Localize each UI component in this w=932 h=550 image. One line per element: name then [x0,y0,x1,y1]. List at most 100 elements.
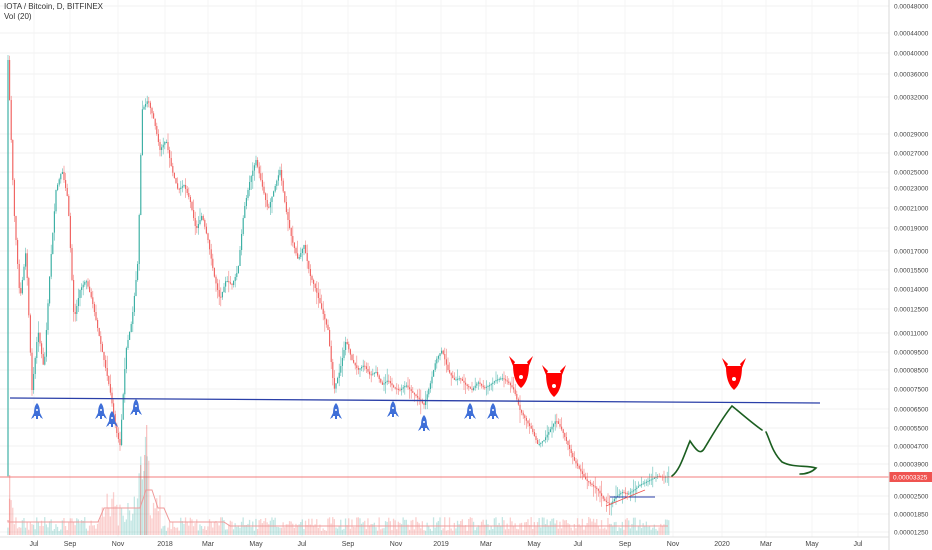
volume-bar [276,526,278,535]
volume-bar [200,526,203,535]
volume-bar [370,524,372,535]
volume-bar [180,517,182,535]
candle-body [68,196,70,216]
volume-bar [188,525,190,535]
volume-bar [383,528,385,535]
volume-bar [335,527,337,535]
volume-bar [396,529,398,535]
volume-bar [250,527,252,535]
rocket-up-icon [130,399,142,415]
volume-spike [146,425,148,535]
volume-bar [592,518,595,535]
volume-bar [293,527,295,535]
candle-body [92,297,94,304]
volume-bar [15,517,17,535]
candle-body [425,399,427,405]
candle-body [167,142,169,150]
candle-body [524,415,526,418]
candle-body [577,463,579,466]
volume-bar [373,522,375,535]
candle-body [458,378,460,380]
candle-body [354,362,356,366]
volume-bar [93,525,95,535]
volume-bar [620,528,622,535]
candle-body [188,193,190,197]
candle-body [429,383,431,389]
volume-bar [301,519,303,535]
volume-bar [343,528,345,535]
volume-bar [162,526,164,535]
volume-bar [317,527,319,535]
volume-bar [223,520,225,535]
volume-bar [61,520,63,535]
candle-body [405,385,407,387]
volume-bar [205,530,207,535]
rocket-up-icon [487,403,499,419]
x-tick-label: May [527,541,541,548]
grid [0,0,889,537]
candle-body [172,166,174,173]
y-tick-label: 0.00023000 [894,186,929,193]
y-tick-label: 0.00002500 [894,494,929,501]
y-tick-label: 0.00044000 [894,31,929,38]
volume-bar [269,520,271,535]
candle-body [564,433,566,437]
volume-bar [359,518,361,535]
volume-bar [572,530,574,535]
volume-bar [80,520,83,535]
candle-body [77,298,79,306]
volume-bar [183,523,185,535]
volume-bar [29,521,31,535]
candle-body [418,397,420,400]
candles [7,55,670,516]
volume-bar [642,523,644,535]
candle-body [613,499,615,502]
volume-bar [613,522,615,535]
volume-bar [436,522,438,535]
volume-bar [224,529,227,535]
volume-bar [168,522,171,535]
candle-body [617,495,619,497]
volume-bar [253,530,255,535]
candle-body [463,380,465,383]
candle-body [65,180,67,188]
candle-body [605,500,607,502]
candle-body [428,389,430,395]
candle-body [249,182,251,190]
candle-body [565,437,567,441]
volume-bar [407,524,409,535]
candle-body [444,354,446,360]
volume-bar [364,520,366,535]
rocket-down-icon [509,356,533,388]
candle-body [217,283,219,290]
candle-body [594,486,596,488]
volume-bar [426,522,428,535]
volume-bar [490,526,492,535]
candle-body [517,399,519,405]
candle-body [327,324,329,330]
y-tick-label: 0.00036000 [894,72,929,79]
volume-bar [327,518,329,535]
volume-bar [229,520,231,535]
volume-bar [152,502,155,535]
volume-bar [197,530,199,535]
candle-body [154,118,156,126]
rocket-up-icon [95,403,107,419]
y-tick-label: 0.00029000 [894,132,929,139]
candle-body [170,158,172,166]
candle-body [623,492,625,494]
candle-body [178,188,180,190]
candle-body [490,384,492,386]
candle-body [471,388,473,390]
candle-body [513,387,515,390]
candle-body [269,202,271,208]
volume-bar [239,527,241,535]
volume-bar [644,525,646,535]
x-tick-label: May [249,541,263,548]
candle-body [17,240,19,264]
volume-bar [562,519,564,535]
volume-bar [506,523,508,535]
candle-body [20,288,22,294]
candle-body [330,346,332,362]
candle-body [241,234,243,250]
